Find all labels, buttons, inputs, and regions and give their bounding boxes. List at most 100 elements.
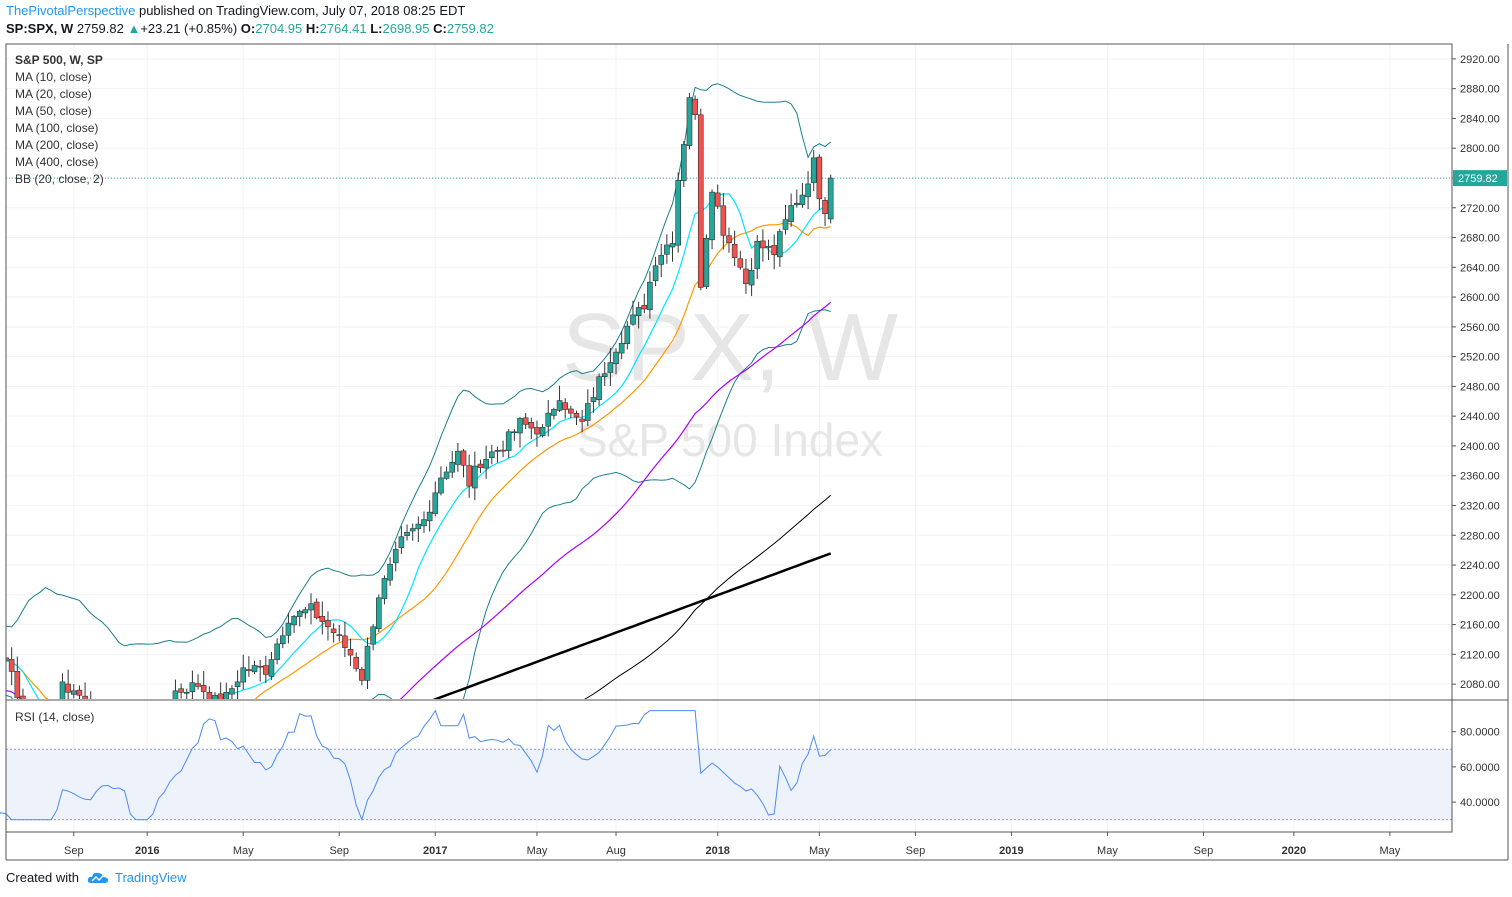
price-tick-label: 2800.00 bbox=[1460, 143, 1500, 155]
tradingview-brand[interactable]: TradingView bbox=[114, 870, 187, 885]
candle-down bbox=[522, 417, 529, 425]
time-axis[interactable]: Sep 2016 May Sep 2017 May Aug 2018 May Sep 2019 May… bbox=[64, 832, 1401, 857]
candle-down bbox=[342, 635, 348, 648]
price-tick-label: 2160.00 bbox=[1460, 620, 1500, 632]
symbol-label: SP:SPX, W bbox=[6, 21, 74, 36]
rsi-axis[interactable]: 80.0000 60.0000 40.0000 bbox=[1452, 727, 1500, 809]
candle-down bbox=[359, 668, 365, 681]
candle-up bbox=[505, 431, 512, 451]
candle-up bbox=[240, 667, 247, 683]
rsi-line bbox=[0, 709, 832, 822]
candle-up bbox=[472, 465, 478, 489]
candle-up bbox=[810, 157, 817, 183]
publish-header: ThePivotalPerspective published on Tradi… bbox=[6, 3, 465, 18]
high-label: H: bbox=[305, 21, 320, 36]
rsi-legend: RSI (14, close) bbox=[15, 710, 94, 724]
price-tick-label: 2280.00 bbox=[1460, 530, 1500, 542]
candles-layer bbox=[6, 92, 834, 730]
open-value: 2704.95 bbox=[255, 21, 303, 36]
grid-layer bbox=[6, 44, 1452, 832]
candle-up bbox=[432, 492, 439, 514]
candle-down bbox=[534, 427, 540, 435]
candle-down bbox=[466, 465, 472, 487]
candle-up bbox=[590, 397, 597, 403]
watermark-main: SPX, W bbox=[562, 294, 898, 401]
candle-up bbox=[189, 682, 196, 693]
candle-down bbox=[336, 634, 343, 637]
legend-title: S&P 500, W, SP bbox=[15, 53, 103, 67]
legend-item: BB (20, close, 2) bbox=[15, 172, 104, 186]
candle-down bbox=[720, 205, 727, 236]
price-tick-label: 2920.00 bbox=[1460, 54, 1500, 66]
plot-border bbox=[5, 43, 1453, 833]
price-tick-label: 2720.00 bbox=[1460, 203, 1500, 215]
candle-up bbox=[449, 462, 456, 473]
tradingview-cloud-icon bbox=[87, 872, 108, 883]
candle-up bbox=[364, 645, 371, 681]
candle-up bbox=[618, 342, 625, 354]
author-link[interactable]: ThePivotalPerspective bbox=[6, 3, 136, 18]
candle-up bbox=[551, 409, 557, 416]
candle-up bbox=[392, 549, 399, 564]
price-tick-label: 2440.00 bbox=[1460, 411, 1500, 423]
time-tick-label: May bbox=[1379, 845, 1400, 857]
candle-up bbox=[223, 692, 230, 699]
candle-down bbox=[178, 688, 184, 693]
rsi-band-fill bbox=[6, 749, 1452, 820]
price-axis[interactable]: 2920.002880.002840.002800.002760.002720.… bbox=[1452, 54, 1507, 691]
candle-down bbox=[14, 670, 21, 698]
candle-up bbox=[398, 536, 405, 548]
candle-down bbox=[460, 450, 467, 466]
candle-up bbox=[664, 244, 670, 255]
high-value: 2764.41 bbox=[319, 21, 367, 36]
candle-up bbox=[647, 281, 653, 310]
candle-down bbox=[579, 418, 585, 422]
time-tick-label: 2020 bbox=[1282, 845, 1306, 857]
candle-down bbox=[822, 200, 828, 215]
time-tick-label: May bbox=[233, 845, 254, 857]
low-label: L: bbox=[370, 21, 383, 36]
candle-up bbox=[94, 715, 99, 716]
candle-up bbox=[539, 427, 546, 437]
candle-up bbox=[234, 681, 241, 687]
candle-down bbox=[697, 114, 704, 288]
candle-up bbox=[596, 376, 602, 401]
candle-up bbox=[488, 451, 495, 458]
candle-up bbox=[517, 418, 523, 434]
candle-down bbox=[771, 245, 777, 255]
candle-down bbox=[6, 657, 9, 661]
candle-up bbox=[669, 243, 676, 248]
candle-down bbox=[330, 628, 337, 634]
time-tick-label: May bbox=[527, 845, 548, 857]
close-label: C: bbox=[433, 21, 447, 36]
candle-down bbox=[562, 402, 568, 410]
candle-up bbox=[483, 459, 489, 469]
up-arrow-icon: ▲ bbox=[127, 21, 141, 36]
legend-item: MA (10, close) bbox=[15, 70, 92, 84]
candle-up bbox=[675, 179, 681, 246]
quote-line: SP:SPX, W 2759.82 ▲+23.21 (+0.85%) O:270… bbox=[6, 21, 494, 36]
candle-up bbox=[183, 692, 190, 694]
price-tick-label: 2120.00 bbox=[1460, 649, 1500, 661]
candle-up bbox=[658, 255, 665, 265]
candle-up bbox=[788, 205, 794, 222]
candle-down bbox=[76, 689, 83, 696]
candle-up bbox=[291, 616, 297, 626]
price-tick-label: 2320.00 bbox=[1460, 500, 1500, 512]
candle-down bbox=[477, 463, 484, 468]
candle-up bbox=[438, 477, 444, 494]
candle-down bbox=[528, 422, 535, 429]
rsi-tick-label: 80.0000 bbox=[1460, 727, 1500, 739]
price-tick-label: 2880.00 bbox=[1460, 84, 1500, 96]
candle-down bbox=[500, 449, 506, 452]
time-tick-label: 2019 bbox=[999, 845, 1023, 857]
candle-up bbox=[162, 722, 167, 730]
time-tick-label: Sep bbox=[329, 845, 349, 857]
price-tick-label: 2360.00 bbox=[1460, 471, 1500, 483]
candle-down bbox=[816, 156, 823, 200]
candle-down bbox=[743, 268, 749, 284]
candle-up bbox=[455, 450, 461, 465]
indicator-legend: S&P 500, W, SP MA (10, close) MA (20, clos… bbox=[15, 53, 104, 724]
rsi-tick-label: 40.0000 bbox=[1460, 797, 1500, 809]
